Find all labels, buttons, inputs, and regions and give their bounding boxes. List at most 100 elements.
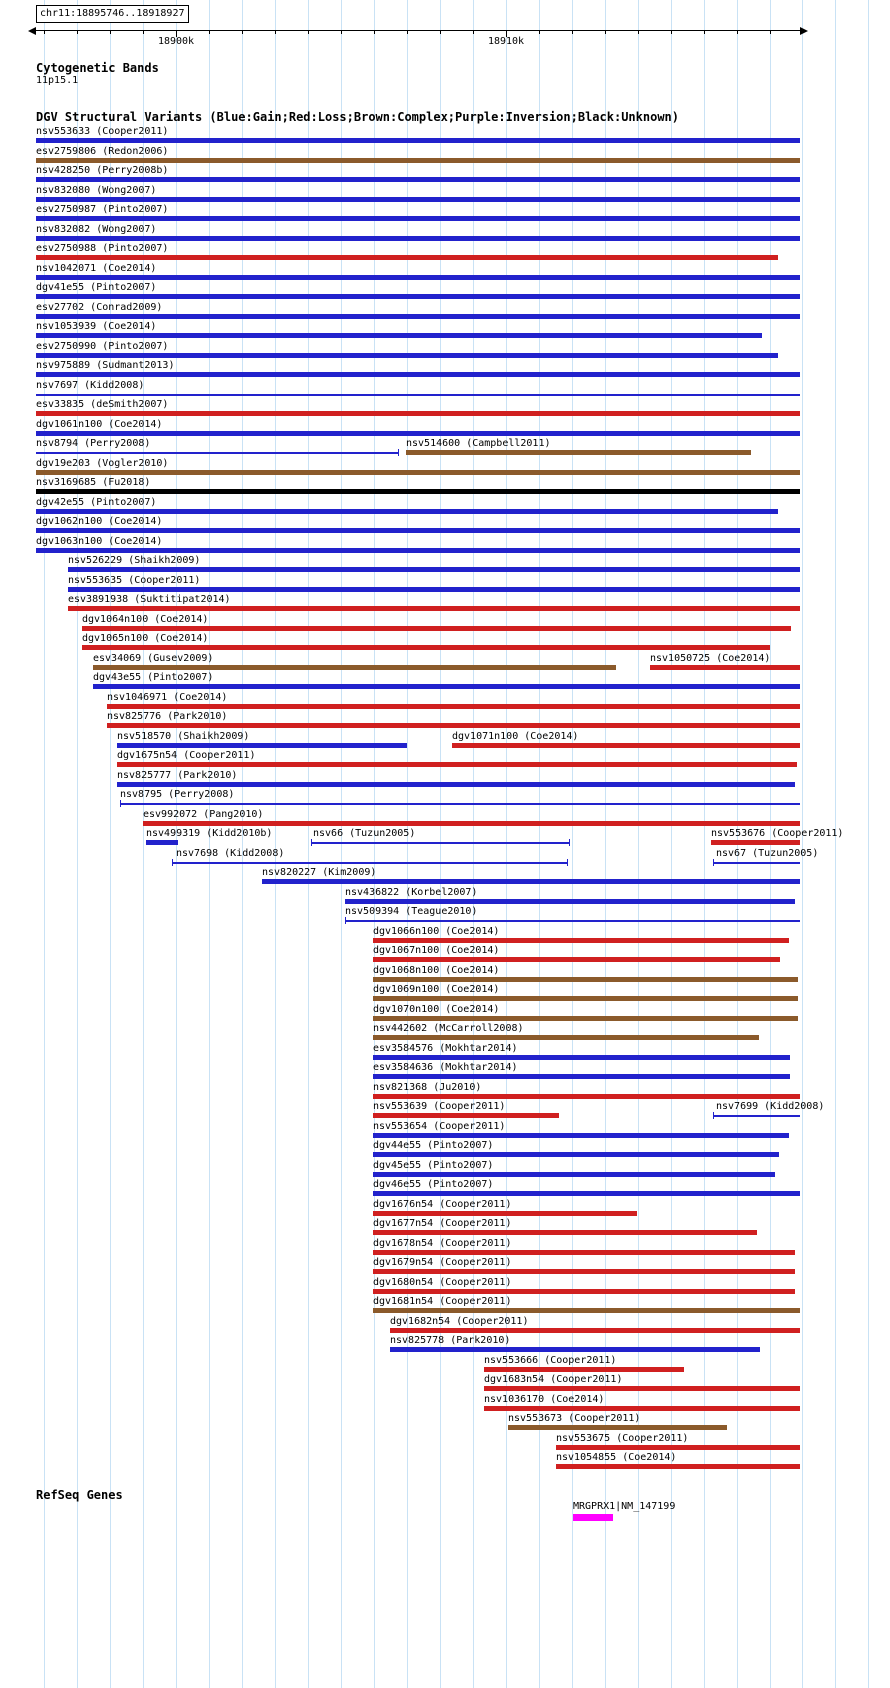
variant-label[interactable]: nsv526229 (Shaikh2009) <box>68 555 201 566</box>
variant-label[interactable]: nsv832082 (Wong2007) <box>36 223 157 235</box>
variant-label[interactable]: nsv553635 (Cooper2011) <box>68 574 201 586</box>
variant-line[interactable] <box>36 452 399 454</box>
variant-label[interactable]: nsv553639 (Cooper2011) <box>373 1101 506 1112</box>
variant-bar[interactable] <box>36 313 800 319</box>
variant-label[interactable]: nsv553666 (Cooper2011) <box>484 1354 617 1366</box>
variant-label[interactable]: esv2759806 (Redon2006) <box>36 145 169 157</box>
variant-label[interactable]: nsv553673 (Cooper2011) <box>508 1413 641 1424</box>
variant-label[interactable]: esv27702 (Conrad2009) <box>36 301 163 313</box>
variant-label[interactable]: dgv1067n100 (Coe2014) <box>373 945 500 956</box>
variant-label[interactable]: nsv1046971 (Coe2014) <box>107 691 228 703</box>
variant-label[interactable]: nsv428250 (Perry2008b) <box>36 165 169 176</box>
variant-label[interactable]: nsv3169685 (Fu2018) <box>36 477 151 488</box>
variant-bar[interactable] <box>36 528 800 533</box>
variant-bar[interactable] <box>373 1210 637 1216</box>
variant-label[interactable]: dgv42e55 (Pinto2007) <box>36 496 157 508</box>
variant-bar[interactable] <box>36 333 762 338</box>
variant-label[interactable]: dgv1680n54 (Cooper2011) <box>373 1276 512 1288</box>
variant-bar[interactable] <box>406 450 751 455</box>
variant-bar[interactable] <box>93 664 616 670</box>
variant-line[interactable] <box>345 920 800 922</box>
variant-label[interactable]: esv34069 (Gusev2009) <box>93 652 214 664</box>
variant-bar[interactable] <box>36 177 800 182</box>
variant-label[interactable]: dgv1070n100 (Coe2014) <box>373 1003 500 1015</box>
variant-bar[interactable] <box>508 1425 727 1430</box>
variant-bar[interactable] <box>484 1405 800 1411</box>
variant-bar[interactable] <box>345 898 795 904</box>
variant-label[interactable]: esv3891938 (Suktitipat2014) <box>68 594 231 605</box>
variant-bar[interactable] <box>390 1347 760 1352</box>
variant-label[interactable]: nsv7697 (Kidd2008) <box>36 379 145 391</box>
variant-bar[interactable] <box>373 1054 790 1060</box>
variant-bar[interactable] <box>650 664 800 670</box>
variant-bar[interactable] <box>146 840 178 845</box>
variant-label[interactable]: dgv1061n100 (Coe2014) <box>36 418 163 430</box>
variant-label[interactable]: nsv832080 (Wong2007) <box>36 184 157 196</box>
variant-label[interactable]: nsv553676 (Cooper2011) <box>711 828 844 839</box>
variant-label[interactable]: esv33835 (deSmith2007) <box>36 399 169 410</box>
variant-label[interactable]: dgv19e203 (Vogler2010) <box>36 457 169 469</box>
variant-label[interactable]: nsv553633 (Cooper2011) <box>36 126 169 137</box>
variant-bar[interactable] <box>373 957 780 962</box>
variant-bar[interactable] <box>373 1191 800 1196</box>
variant-label[interactable]: dgv1068n100 (Coe2014) <box>373 964 500 976</box>
variant-bar[interactable] <box>373 1230 757 1235</box>
variant-bar[interactable] <box>373 1308 800 1313</box>
variant-label[interactable]: dgv44e55 (Pinto2007) <box>373 1140 494 1151</box>
variant-bar[interactable] <box>373 1152 779 1157</box>
variant-bar[interactable] <box>36 489 800 494</box>
variant-label[interactable]: nsv825777 (Park2010) <box>117 769 238 781</box>
variant-bar[interactable] <box>36 547 800 553</box>
variant-bar[interactable] <box>36 274 800 280</box>
variant-bar[interactable] <box>711 840 800 845</box>
variant-bar[interactable] <box>373 1288 795 1294</box>
variant-bar[interactable] <box>556 1444 800 1450</box>
variant-label[interactable]: nsv825778 (Park2010) <box>390 1335 511 1346</box>
variant-label[interactable]: dgv45e55 (Pinto2007) <box>373 1159 494 1171</box>
variant-label[interactable]: dgv1065n100 (Coe2014) <box>82 633 209 644</box>
variant-label[interactable]: dgv1062n100 (Coe2014) <box>36 516 163 527</box>
gene-label[interactable]: MRGPRX1|NM_147199 <box>573 1501 676 1512</box>
variant-label[interactable]: nsv8794 (Perry2008) <box>36 438 151 449</box>
variant-bar[interactable] <box>107 723 800 728</box>
variant-label[interactable]: esv2750988 (Pinto2007) <box>36 243 169 254</box>
variant-bar[interactable] <box>36 196 800 202</box>
variant-line[interactable] <box>311 842 570 844</box>
variant-bar[interactable] <box>373 1035 759 1040</box>
variant-label[interactable]: nsv509394 (Teague2010) <box>345 906 478 917</box>
variant-bar[interactable] <box>36 255 778 260</box>
variant-line[interactable] <box>713 1115 800 1117</box>
variant-label[interactable]: nsv66 (Tuzun2005) <box>313 828 416 839</box>
variant-bar[interactable] <box>373 1132 789 1138</box>
variant-label[interactable]: dgv41e55 (Pinto2007) <box>36 282 157 293</box>
variant-label[interactable]: nsv825776 (Park2010) <box>107 711 228 722</box>
variant-bar[interactable] <box>373 996 798 1001</box>
variant-bar[interactable] <box>82 645 770 650</box>
variant-bar[interactable] <box>484 1366 684 1372</box>
coordinate-ruler[interactable]: 18900k 18910k <box>0 0 890 48</box>
variant-label[interactable]: nsv436822 (Korbel2007) <box>345 886 478 898</box>
variant-line[interactable] <box>36 393 800 396</box>
variant-bar[interactable] <box>556 1464 800 1469</box>
variant-label[interactable]: nsv1050725 (Coe2014) <box>650 652 771 664</box>
variant-label[interactable]: dgv1678n54 (Cooper2011) <box>373 1237 512 1249</box>
variant-label[interactable]: nsv499319 (Kidd2010b) <box>146 828 273 839</box>
variant-bar[interactable] <box>373 1093 800 1099</box>
variant-label[interactable]: nsv975889 (Sudmant2013) <box>36 360 175 371</box>
variant-label[interactable]: nsv442602 (McCarroll2008) <box>373 1023 524 1034</box>
variant-label[interactable]: dgv1682n54 (Cooper2011) <box>390 1315 529 1327</box>
variant-label[interactable]: esv3584576 (Mokhtar2014) <box>373 1042 518 1054</box>
variant-label[interactable]: nsv553675 (Cooper2011) <box>556 1432 689 1444</box>
variant-bar[interactable] <box>373 1249 795 1255</box>
variant-label[interactable]: dgv1069n100 (Coe2014) <box>373 984 500 995</box>
variant-bar[interactable] <box>373 1074 790 1079</box>
variant-label[interactable]: nsv8795 (Perry2008) <box>120 789 235 800</box>
variant-bar[interactable] <box>373 1113 559 1118</box>
variant-label[interactable]: nsv67 (Tuzun2005) <box>716 847 819 859</box>
variant-label[interactable]: dgv43e55 (Pinto2007) <box>93 672 214 683</box>
variant-bar[interactable] <box>373 1269 795 1274</box>
variant-label[interactable]: nsv1054855 (Coe2014) <box>556 1452 677 1463</box>
variant-label[interactable]: dgv1071n100 (Coe2014) <box>452 730 579 742</box>
variant-bar[interactable] <box>107 703 800 709</box>
variant-bar[interactable] <box>68 606 800 611</box>
